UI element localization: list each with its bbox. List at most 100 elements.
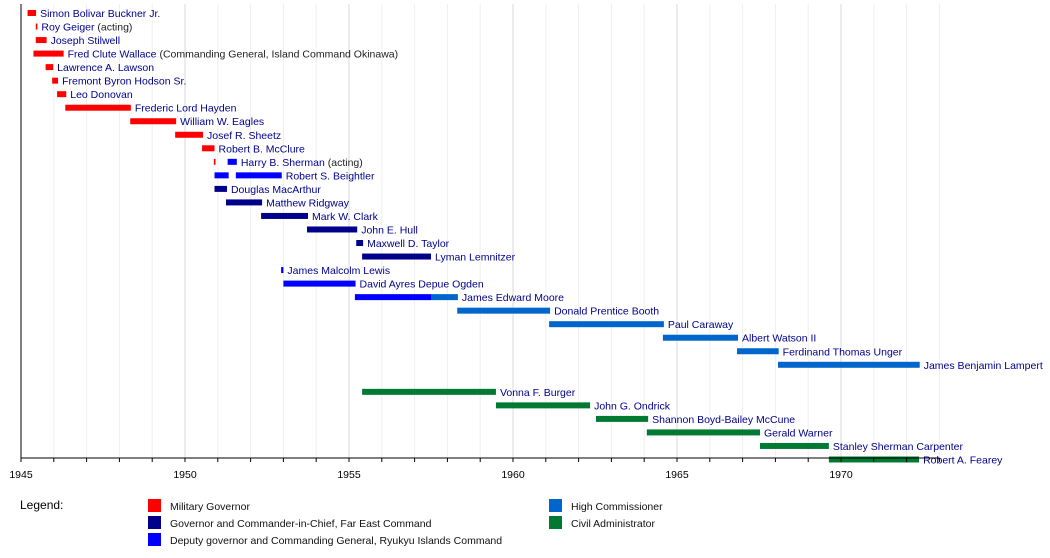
- row-label: John G. Ondrick: [594, 400, 671, 412]
- person-name: Ferdinand Thomas Unger: [783, 346, 903, 358]
- person-name: James Edward Moore: [462, 292, 564, 304]
- row-label: Frederic Lord Hayden: [135, 103, 237, 115]
- row-label: David Ayres Depue Ogden: [360, 279, 484, 291]
- legend-title: Legend:: [20, 498, 63, 512]
- row-label: Josef R. Sheetz: [207, 130, 281, 142]
- row-label: Robert B. McClure: [219, 143, 306, 155]
- person-name: Robert A. Fearey: [923, 454, 1003, 466]
- row-label: Douglas MacArthur: [231, 184, 321, 196]
- row-label: Matthew Ridgway: [266, 197, 350, 209]
- bar-mg: [52, 77, 59, 84]
- row-label: Simon Bolivar Buckner Jr.: [40, 8, 160, 20]
- legend-swatch-ric: [148, 533, 161, 546]
- row-label: Shannon Boyd-Bailey McCune: [652, 414, 795, 426]
- bar-fec: [356, 240, 364, 247]
- labels-layer: Simon Bolivar Buckner Jr. Roy Geiger (act…: [40, 8, 1043, 466]
- person-name: Matthew Ridgway: [266, 197, 350, 209]
- person-name: Maxwell D. Taylor: [367, 238, 450, 250]
- x-tick-label: 1965: [665, 469, 689, 481]
- legend-swatch-mg: [148, 499, 161, 512]
- person-name: Shannon Boyd-Bailey McCune: [652, 414, 795, 426]
- row-label: Harry B. Sherman (acting): [241, 157, 363, 169]
- person-name: David Ayres Depue Ogden: [360, 279, 484, 291]
- bars-layer: [27, 10, 920, 463]
- bar-mg: [33, 50, 64, 57]
- row-label: Gerald Warner: [764, 427, 833, 439]
- row-label: James Edward Moore: [462, 292, 564, 304]
- bar-hc: [778, 361, 920, 368]
- row-label: William W. Eagles: [180, 116, 264, 128]
- row-label: Maxwell D. Taylor: [367, 238, 450, 250]
- legend-swatch-ca: [549, 516, 562, 529]
- person-name: Vonna F. Burger: [500, 387, 576, 399]
- row-label: Vonna F. Burger: [500, 387, 576, 399]
- person-name: Gerald Warner: [764, 427, 833, 439]
- row-label: Joseph Stilwell: [51, 35, 120, 47]
- bar-ca: [495, 402, 591, 409]
- bar-hc: [431, 294, 458, 301]
- person-name: Robert S. Beightler: [286, 170, 375, 182]
- person-name: Simon Bolivar Buckner Jr.: [40, 8, 160, 20]
- person-name: John E. Hull: [361, 224, 418, 236]
- bar-hc: [662, 334, 739, 341]
- bar-fec: [226, 199, 263, 206]
- person-name: Stanley Sherman Carpenter: [833, 441, 964, 453]
- x-tick-label: 1960: [501, 469, 525, 481]
- legend-label-fec: Governor and Commander-in-Chief, Far Eas…: [170, 518, 432, 530]
- bar-ric: [354, 294, 431, 301]
- row-label: Lyman Lemnitzer: [435, 252, 516, 264]
- bar-mg: [57, 91, 67, 98]
- x-tick-label: 1970: [829, 469, 853, 481]
- bar-ca: [646, 429, 760, 436]
- row-label: Robert A. Fearey: [923, 454, 1003, 466]
- x-tick-label: 1945: [9, 469, 33, 481]
- person-name: Josef R. Sheetz: [207, 130, 281, 142]
- legend-label-ca: Civil Administrator: [571, 518, 656, 530]
- bar-mg: [35, 37, 47, 44]
- bar-mg: [35, 23, 38, 30]
- bar-mg: [202, 145, 215, 152]
- person-note: (Commanding General, Island Command Okin…: [157, 49, 399, 61]
- row-label: Ferdinand Thomas Unger: [783, 346, 903, 358]
- bar-mg: [65, 104, 131, 111]
- person-name: Leo Donovan: [70, 89, 133, 101]
- bar-fec: [362, 253, 431, 260]
- bar-ric: [227, 158, 237, 165]
- bar-ca: [759, 442, 829, 449]
- x-axis: 1945 1950 1955 1960 1965 1970: [9, 4, 940, 481]
- row-label: Fremont Byron Hodson Sr.: [62, 76, 186, 88]
- legend-swatch-fec: [148, 516, 161, 529]
- bar-mg: [213, 158, 216, 165]
- bar-ric: [235, 172, 282, 179]
- row-label: John E. Hull: [361, 224, 418, 236]
- x-tick-label: 1955: [337, 469, 361, 481]
- person-name: Lawrence A. Lawson: [57, 62, 154, 74]
- bar-ric: [283, 280, 356, 287]
- legend: Legend: Military Governor Governor and Co…: [20, 498, 663, 547]
- person-name: Albert Watson II: [742, 333, 816, 345]
- row-label: Robert S. Beightler: [286, 170, 375, 182]
- person-name: Douglas MacArthur: [231, 184, 321, 196]
- legend-label-hc: High Commissioner: [571, 501, 663, 513]
- row-label: Lawrence A. Lawson: [57, 62, 154, 74]
- row-label: James Benjamin Lampert: [924, 360, 1043, 372]
- bar-ca: [595, 415, 649, 422]
- person-name: Robert B. McClure: [219, 143, 306, 155]
- row-label: Fred Clute Wallace (Commanding General, …: [68, 49, 399, 61]
- bar-hc: [737, 348, 779, 355]
- person-name: Fremont Byron Hodson Sr.: [62, 76, 186, 88]
- row-label: Leo Donovan: [70, 89, 133, 101]
- person-name: Fred Clute Wallace: [68, 49, 157, 61]
- person-note: (acting): [95, 22, 133, 34]
- person-note: (acting): [325, 157, 363, 169]
- bar-ric: [281, 267, 284, 274]
- person-name: Donald Prentice Booth: [554, 306, 659, 318]
- legend-swatch-hc: [549, 499, 562, 512]
- bar-ric: [214, 172, 229, 179]
- person-name: Roy Geiger: [41, 22, 95, 34]
- row-label: Stanley Sherman Carpenter: [833, 441, 964, 453]
- person-name: Lyman Lemnitzer: [435, 252, 516, 264]
- row-label: Albert Watson II: [742, 333, 816, 345]
- person-name: Mark W. Clark: [312, 211, 379, 223]
